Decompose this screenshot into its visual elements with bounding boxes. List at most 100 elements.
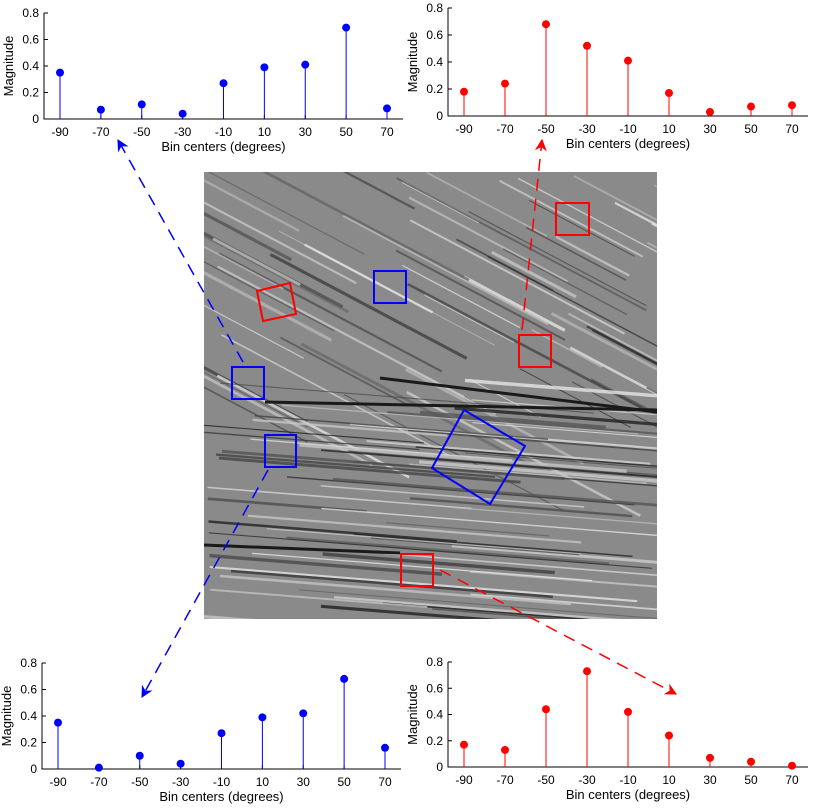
red-patch-box: [400, 553, 434, 587]
stem-marker: [176, 759, 185, 768]
x-axis-label: Bin centers (degrees): [159, 789, 283, 804]
texture-streak: [653, 184, 657, 188]
texture-streak: [385, 522, 549, 537]
x-tick-label: 30: [703, 773, 717, 787]
texture-edge: [379, 376, 657, 414]
x-tick-label: 50: [744, 122, 758, 136]
stem-marker: [583, 667, 591, 676]
x-tick-label: -30: [174, 125, 192, 139]
texture-streak: [204, 371, 308, 428]
y-tick-label: 0.4: [426, 55, 443, 69]
texture-streak: [204, 201, 357, 285]
dashed-arrows: [117, 138, 678, 699]
x-tick-label: -10: [213, 775, 231, 789]
texture-streak: [279, 336, 406, 405]
stem-marker: [96, 105, 105, 114]
y-tick-label: 0.6: [20, 683, 37, 697]
stem-marker: [624, 707, 632, 716]
texture-streak: [464, 378, 657, 398]
texture-streak: [383, 552, 657, 576]
texture-streaks: [204, 172, 817, 619]
texture-streak: [321, 507, 657, 537]
stem-marker: [299, 709, 308, 718]
y-tick-label: 0.2: [22, 86, 39, 100]
texture-streak: [212, 237, 301, 287]
texture-streak: [568, 312, 657, 362]
x-tick-label: -90: [455, 122, 473, 136]
red-patch-box: [518, 334, 552, 368]
x-tick-label: -50: [133, 125, 151, 139]
texture-streak: [470, 593, 657, 611]
texture-streak: [230, 569, 553, 599]
stem-marker: [542, 705, 550, 714]
x-tick-label: 30: [703, 122, 717, 136]
texture-streak: [651, 222, 657, 228]
texture-streak: [471, 399, 657, 416]
texture-streak: [586, 325, 657, 365]
texture-streak: [463, 275, 566, 332]
texture-streak: [208, 520, 457, 543]
stem-marker: [788, 101, 796, 110]
texture-streak: [250, 438, 513, 461]
texture-streak: [451, 544, 657, 564]
stem-marker: [54, 718, 62, 727]
texture-streak: [419, 410, 606, 429]
y-tick-label: 0.8: [426, 1, 443, 15]
x-tick-label: 50: [337, 775, 351, 789]
texture-streak: [208, 532, 652, 569]
x-tick-label: -50: [537, 122, 555, 136]
texture-streak: [219, 574, 571, 606]
blue-patch-box: [264, 434, 297, 468]
y-tick-label: 0.6: [426, 28, 443, 42]
y-tick-label: 0.8: [22, 6, 39, 20]
blue-dashed-arrow: [141, 469, 269, 699]
texture-streak: [254, 414, 548, 440]
x-tick-label: 50: [744, 773, 758, 787]
y-tick-label: 0: [30, 762, 37, 776]
x-tick-label: 10: [662, 122, 676, 136]
x-tick-label: -10: [619, 122, 637, 136]
texture-streak: [299, 443, 627, 473]
y-tick-label: 0.4: [22, 59, 39, 73]
y-tick-label: 0: [436, 760, 443, 774]
red-dashed-arrow: [521, 138, 547, 331]
stem-marker: [542, 20, 550, 29]
texture-streak: [402, 264, 521, 329]
texture-streak: [646, 386, 657, 395]
x-tick-label: -50: [537, 773, 555, 787]
texture-streak: [218, 252, 443, 373]
texture-streak: [207, 172, 365, 255]
blue-dashed-arrow: [117, 138, 244, 363]
texture-streak: [687, 283, 762, 322]
x-axis-label: Bin centers (degrees): [566, 136, 690, 151]
texture-streak: [251, 552, 593, 582]
texture-streak: [286, 536, 610, 566]
x-tick-label: 70: [785, 122, 799, 136]
x-tick-label: 10: [662, 773, 676, 787]
y-tick-label: 0.4: [20, 709, 37, 723]
y-tick-label: 0: [436, 109, 443, 123]
y-tick-label: 0.2: [426, 734, 443, 748]
texture-streak: [409, 497, 633, 518]
stem-chart-top-left: 0 0.2 0.4 0.6 0.8 -90 -70 -50 -30 -10 10 30 50 70 Bin …: [1, 6, 403, 154]
texture-streak: [685, 238, 817, 317]
y-tick-label: 0.2: [20, 736, 37, 750]
texture-streak: [454, 406, 657, 426]
texture-streak: [452, 506, 657, 525]
stem-marker: [258, 713, 267, 722]
blue-patch-box: [430, 408, 527, 506]
texture-streak: [469, 378, 542, 418]
x-tick-label: -70: [92, 125, 110, 139]
texture-streak: [266, 528, 581, 555]
texture-streak: [408, 196, 568, 283]
stem-marker: [178, 109, 187, 118]
stem-marker: [94, 763, 103, 772]
texture-streak: [207, 497, 367, 513]
red-dashed-arrow: [439, 569, 678, 695]
texture-streak: [407, 282, 643, 410]
texture-streak: [573, 175, 657, 222]
texture-streak: [343, 394, 565, 512]
x-tick-label: 50: [339, 125, 353, 139]
texture-streak: [204, 304, 305, 359]
